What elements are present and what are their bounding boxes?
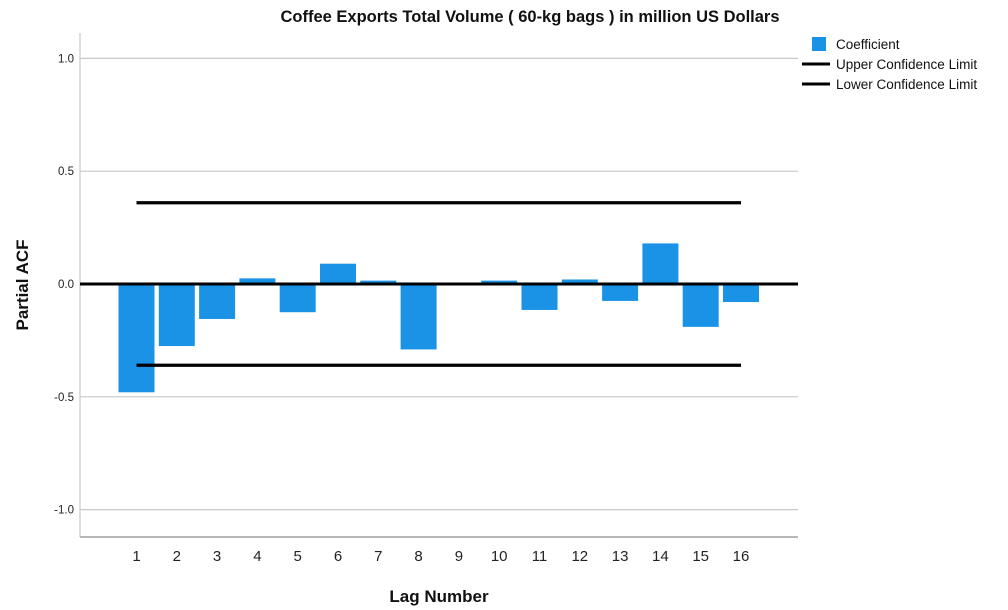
bar-lag-1 (118, 284, 155, 393)
y-tick-label: -1.0 (54, 505, 74, 517)
y-tick-label: 1.0 (58, 53, 74, 65)
bar-lag-7 (360, 280, 397, 284)
x-tick-label: 5 (294, 548, 302, 565)
bar-lag-2 (158, 284, 195, 347)
x-tick-label: 11 (532, 548, 548, 565)
bar-lag-13 (602, 284, 639, 301)
x-tick-label: 13 (612, 548, 629, 565)
bar-lag-3 (199, 284, 236, 319)
x-axis-label: Lag Number (389, 587, 489, 606)
bar-lag-16 (723, 284, 759, 303)
y-axis-label: Partial ACF (13, 239, 32, 330)
y-tick-label: 0.5 (58, 166, 74, 178)
x-tick-label: 8 (414, 548, 422, 565)
bar-lag-4 (239, 278, 276, 284)
bar-lag-11 (521, 284, 558, 310)
bars (118, 243, 759, 393)
bar-lag-10 (481, 280, 518, 284)
x-tick-label: 4 (253, 548, 261, 565)
y-tick-label: -0.5 (54, 392, 74, 404)
x-tick-label: 3 (213, 548, 221, 565)
x-tick-label: 1 (132, 548, 140, 565)
bar-lag-8 (400, 284, 437, 350)
legend-label-lower-limit: Lower Confidence Limit (836, 77, 977, 92)
x-tick-label: 14 (652, 548, 669, 565)
x-tick-label: 16 (733, 548, 750, 565)
bar-lag-5 (279, 284, 316, 313)
reference-lines (80, 201, 798, 367)
x-tick-label: 15 (692, 548, 709, 565)
legend-swatch-coefficient (812, 37, 826, 51)
legend-label-upper-limit: Upper Confidence Limit (836, 57, 977, 72)
x-tick-label: 9 (455, 548, 463, 565)
grid-lines (80, 57, 798, 511)
legend-label-coefficient: Coefficient (836, 37, 900, 52)
y-tick-label: 0.0 (58, 279, 74, 291)
bar-lag-6 (320, 263, 356, 284)
y-tick-labels: -1.0 -0.5 0.0 0.5 1.0 (54, 53, 74, 516)
bar-lag-14 (642, 243, 679, 284)
x-tick-label: 10 (491, 548, 508, 565)
legend: Coefficient Upper Confidence Limit Lower… (802, 37, 977, 92)
bar-lag-12 (561, 279, 598, 284)
x-tick-label: 2 (173, 548, 181, 565)
bar-lag-15 (682, 284, 719, 327)
x-tick-label: 6 (334, 548, 342, 565)
x-tick-labels: 1 2 3 4 5 6 7 8 9 10 11 12 13 14 15 16 (132, 548, 749, 565)
x-tick-label: 12 (571, 548, 588, 565)
chart-title: Coffee Exports Total Volume ( 60-kg bags… (280, 8, 779, 26)
x-tick-label: 7 (374, 548, 382, 565)
